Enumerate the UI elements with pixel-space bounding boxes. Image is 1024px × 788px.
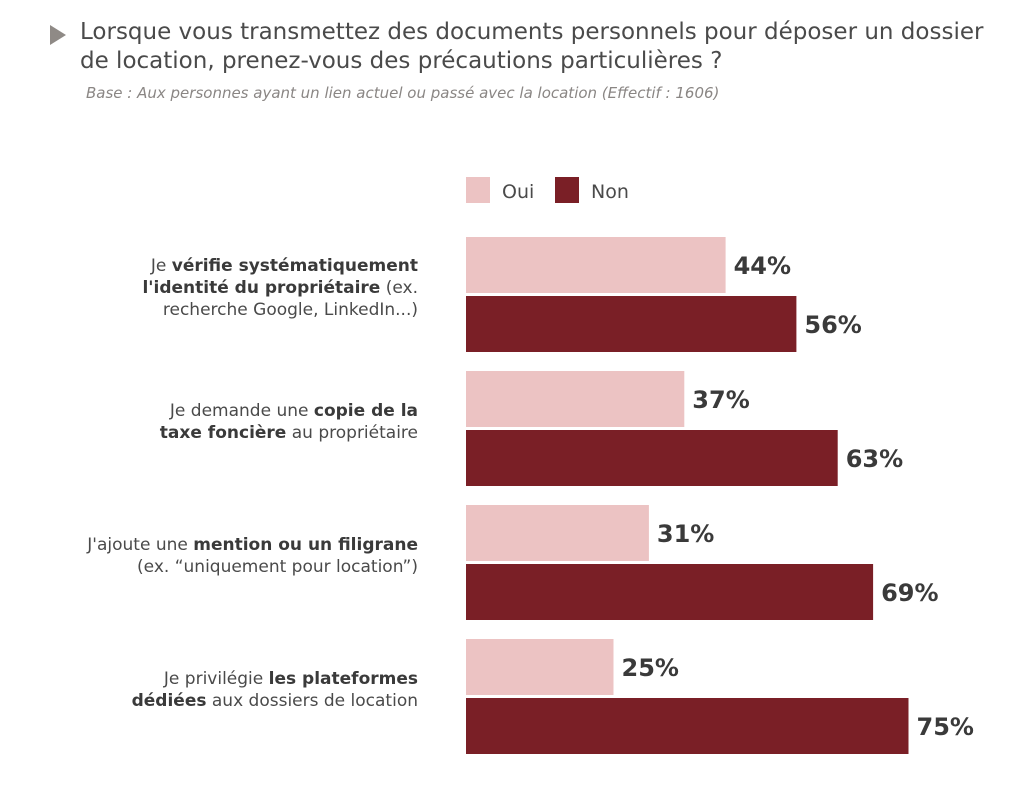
category-label-text: (ex.	[380, 278, 418, 298]
category-label-line: Je privilégie les plateformes	[38, 668, 418, 690]
category-label-text: J'ajoute une	[87, 535, 194, 555]
category-label-bold: les plateformes	[268, 669, 418, 689]
category-label-text: recherche Google, LinkedIn...)	[162, 300, 418, 320]
category-label-bold: dédiées	[131, 691, 207, 711]
legend-label-non: Non	[591, 181, 629, 203]
category-label-text: Je demande une	[169, 401, 314, 421]
category-label-1: Je vérifie systématiquement l'identité du…	[38, 255, 418, 321]
legend-item-oui: Oui	[466, 177, 534, 203]
legend-item-non: Non	[555, 177, 629, 203]
category-label-text: Je privilégie	[163, 669, 269, 689]
bar-oui-2	[466, 371, 685, 427]
category-label-line: recherche Google, LinkedIn...)	[38, 299, 418, 321]
category-label-text: au propriétaire	[286, 423, 418, 443]
title-row: Lorsque vous transmettez des documents p…	[50, 18, 990, 76]
category-label-bold: vérifie systématiquement	[171, 256, 418, 276]
value-label-non-1: 56%	[804, 311, 861, 339]
value-label-non-3: 69%	[881, 579, 938, 607]
category-label-bold: l'identité du propriétaire	[142, 278, 381, 298]
chart-subtitle: Base : Aux personnes ayant un lien actue…	[86, 84, 720, 102]
category-label-bold: taxe foncière	[159, 423, 287, 443]
category-label-line: taxe foncière au propriétaire	[38, 422, 418, 444]
category-label-4: Je privilégie les plateformes dédiées aux…	[38, 668, 418, 712]
category-label-line: Je demande une copie de la	[38, 400, 418, 422]
bar-non-1	[466, 296, 797, 352]
category-label-bold: copie de la	[313, 401, 418, 421]
category-label-3: J'ajoute une mention ou un filigrane (ex.…	[38, 534, 418, 578]
category-label-line: l'identité du propriétaire (ex.	[38, 277, 418, 299]
triangle-bullet-icon	[50, 25, 66, 45]
legend-label-oui: Oui	[502, 181, 534, 203]
legend-swatch-non	[555, 177, 579, 203]
category-label-line: dédiées aux dossiers de location	[38, 690, 418, 712]
value-label-non-4: 75%	[917, 713, 974, 741]
bar-oui-4	[466, 639, 614, 695]
value-label-oui-2: 37%	[692, 386, 749, 414]
chart-title: Lorsque vous transmettez des documents p…	[80, 19, 984, 74]
legend-swatch-oui	[466, 177, 490, 203]
bar-oui-1	[466, 237, 726, 293]
bar-non-4	[466, 698, 909, 754]
value-label-non-2: 63%	[846, 445, 903, 473]
category-label-text: (ex. “uniquement pour location”)	[137, 557, 418, 577]
category-label-2: Je demande une copie de la taxe foncière …	[38, 400, 418, 444]
category-label-line: Je vérifie systématiquement	[38, 255, 418, 277]
value-label-oui-4: 25%	[622, 654, 679, 682]
bar-non-2	[466, 430, 838, 486]
category-label-text: aux dossiers de location	[206, 691, 418, 711]
value-label-oui-1: 44%	[734, 252, 791, 280]
category-label-line: J'ajoute une mention ou un filigrane	[38, 534, 418, 556]
chart-header: Lorsque vous transmettez des documents p…	[50, 18, 990, 102]
bar-oui-3	[466, 505, 649, 561]
value-label-oui-3: 31%	[657, 520, 714, 548]
category-label-text: Je	[150, 256, 172, 276]
category-label-line: (ex. “uniquement pour location”)	[38, 556, 418, 578]
category-label-bold: mention ou un filigrane	[193, 535, 418, 555]
bar-non-3	[466, 564, 874, 620]
